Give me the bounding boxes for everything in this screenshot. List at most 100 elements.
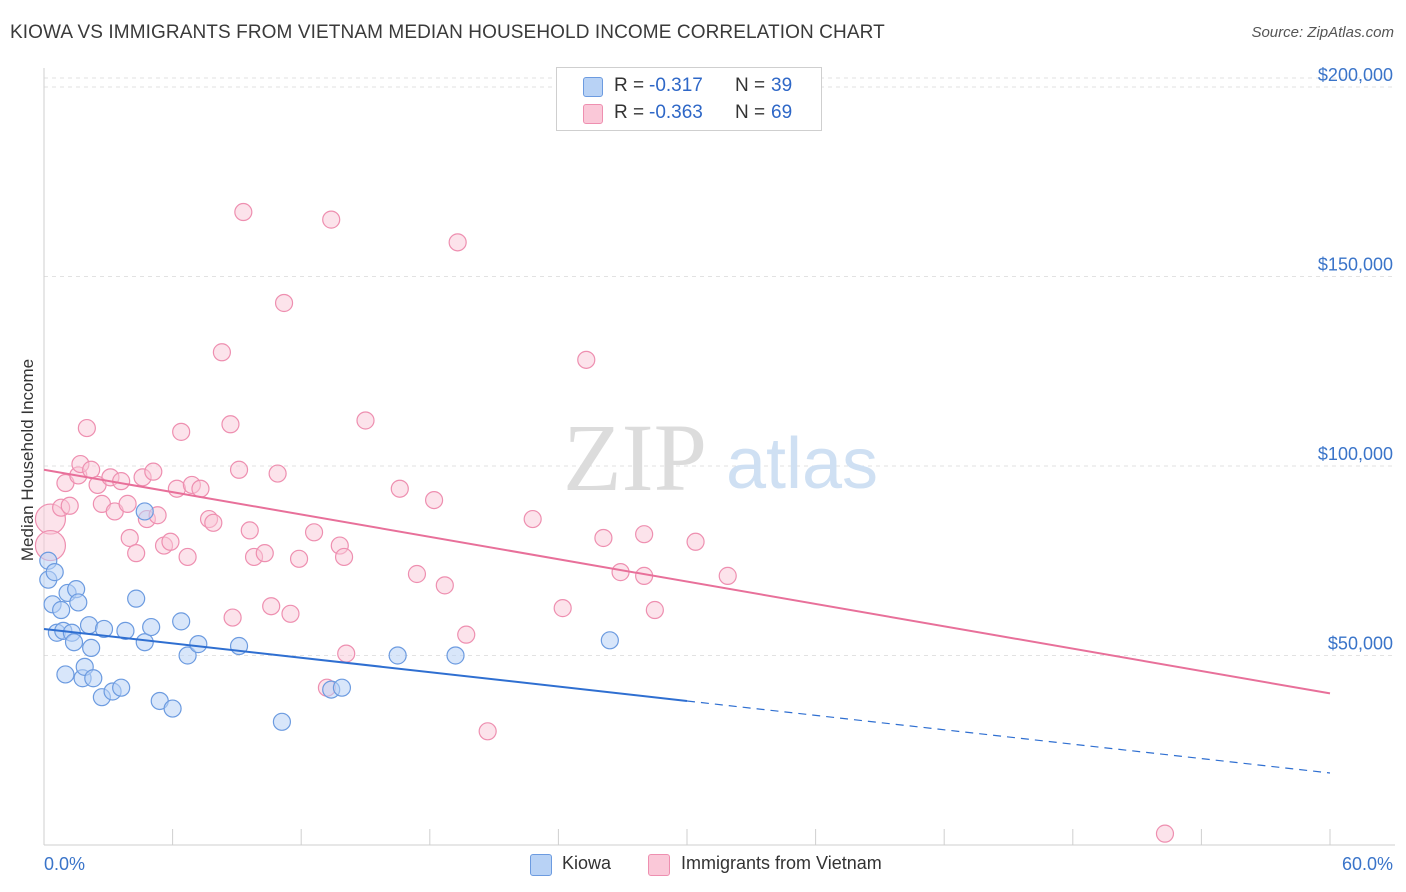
vietnam-point [262,597,281,616]
vietnam-point [274,293,294,313]
vietnam-point [457,625,476,644]
vietnam-point [686,532,705,551]
vietnam-point [212,343,231,362]
kiowa-point [189,635,208,654]
trend-line-vietnam [43,468,1331,695]
vietnam-point [478,722,497,741]
axes [43,68,1395,846]
kiowa-point [135,502,154,521]
vietnam-point [718,566,737,585]
x-tick-label: 0.0% [44,854,85,874]
grid-lines [44,77,1395,656]
vietnam-point [289,549,309,568]
vietnam-point [645,600,664,620]
n-value: 39 [771,75,793,96]
kiowa-point [272,712,292,731]
kiowa-point [332,678,352,697]
kiowa-point [127,589,146,608]
vietnam-point [204,513,223,532]
vietnam-point [255,544,274,563]
vietnam-point [144,462,163,481]
vietnam-point [127,544,146,563]
series-vietnam-points [34,202,1175,843]
vietnam-point [304,523,324,542]
vietnam-point [635,525,654,544]
watermark: ZIP atlas [563,404,878,511]
vietnam-point [118,494,137,513]
vietnam-point [334,547,354,567]
vietnam-point [191,479,210,498]
vietnam-point [337,644,356,663]
watermark-atlas: atlas [726,424,878,504]
kiowa-point [163,699,182,718]
kiowa-point [388,646,407,665]
vietnam-point [577,350,596,369]
kiowa-point [84,669,103,688]
kiowa-point [45,563,64,582]
n-value: 69 [771,102,793,123]
vietnam-point [407,564,427,584]
r-value: -0.363 [649,102,703,123]
trend-line-kiowa-extension [686,700,1331,774]
vietnam-point [322,210,341,229]
kiowa-point [52,600,71,620]
vietnam-point [229,460,249,479]
vietnam-point [424,490,444,510]
vietnam-point [178,547,197,567]
vietnam-point [1155,824,1175,843]
vietnam-point [523,509,542,529]
vietnam-point [77,418,96,438]
watermark-zip: ZIP [563,404,707,511]
x-tick-label: 60.0% [1342,854,1393,874]
vietnam-point [172,422,191,441]
kiowa-point [82,638,101,658]
legend-swatch-vietnam [648,854,670,876]
stats-box: R = -0.317 N = 39 R = -0.363 N = 69 [556,67,822,131]
kiowa-point [600,631,619,650]
vietnam-point [234,202,253,222]
kiowa-point [172,612,191,631]
kiowa-point [69,593,88,612]
vietnam-point [268,464,287,483]
kiowa-swatch [583,77,603,97]
kiowa-point [142,617,161,637]
vietnam-swatch [583,104,603,124]
vietnam-point [221,415,240,434]
kiowa-point [116,621,135,640]
kiowa-point [64,633,84,652]
r-value: -0.317 [649,75,703,96]
r-label: R = [614,75,645,96]
vietnam-point [390,479,409,498]
n-label: N = [735,75,766,96]
kiowa-point [135,633,154,652]
legend-swatch-kiowa [530,854,552,876]
kiowa-point [112,678,131,697]
vietnam-point [240,521,259,540]
vietnam-point [553,599,572,618]
vietnam-point [82,460,101,479]
chart-title: KIOWA VS IMMIGRANTS FROM VIETNAM MEDIAN … [10,22,885,43]
vietnam-point [161,532,180,551]
y-tick-label: $50,000 [1328,633,1393,653]
vietnam-point [281,604,300,623]
vietnam-point [223,608,242,627]
vietnam-point [120,528,139,548]
kiowa-point [79,616,99,635]
y-tick-label: $150,000 [1318,254,1393,274]
legend-label-vietnam: Immigrants from Vietnam [681,853,882,873]
kiowa-point [446,646,465,665]
series-kiowa-points [39,502,619,731]
y-tick-label: $200,000 [1318,65,1393,85]
vietnam-point [594,528,613,548]
trend-lines [43,468,1331,774]
vietnam-point [435,576,454,595]
kiowa-point [178,646,197,665]
y-tick-label: $100,000 [1318,444,1393,464]
r-label: R = [614,102,645,123]
legend-label-kiowa: Kiowa [562,853,612,873]
tick-labels: $50,000 $100,000 $150,000 $200,000 0.0% 60.0% [44,65,1393,874]
vietnam-point [60,496,79,515]
source-label: Source: ZipAtlas.com [1251,24,1394,41]
vietnam-point [448,233,467,252]
